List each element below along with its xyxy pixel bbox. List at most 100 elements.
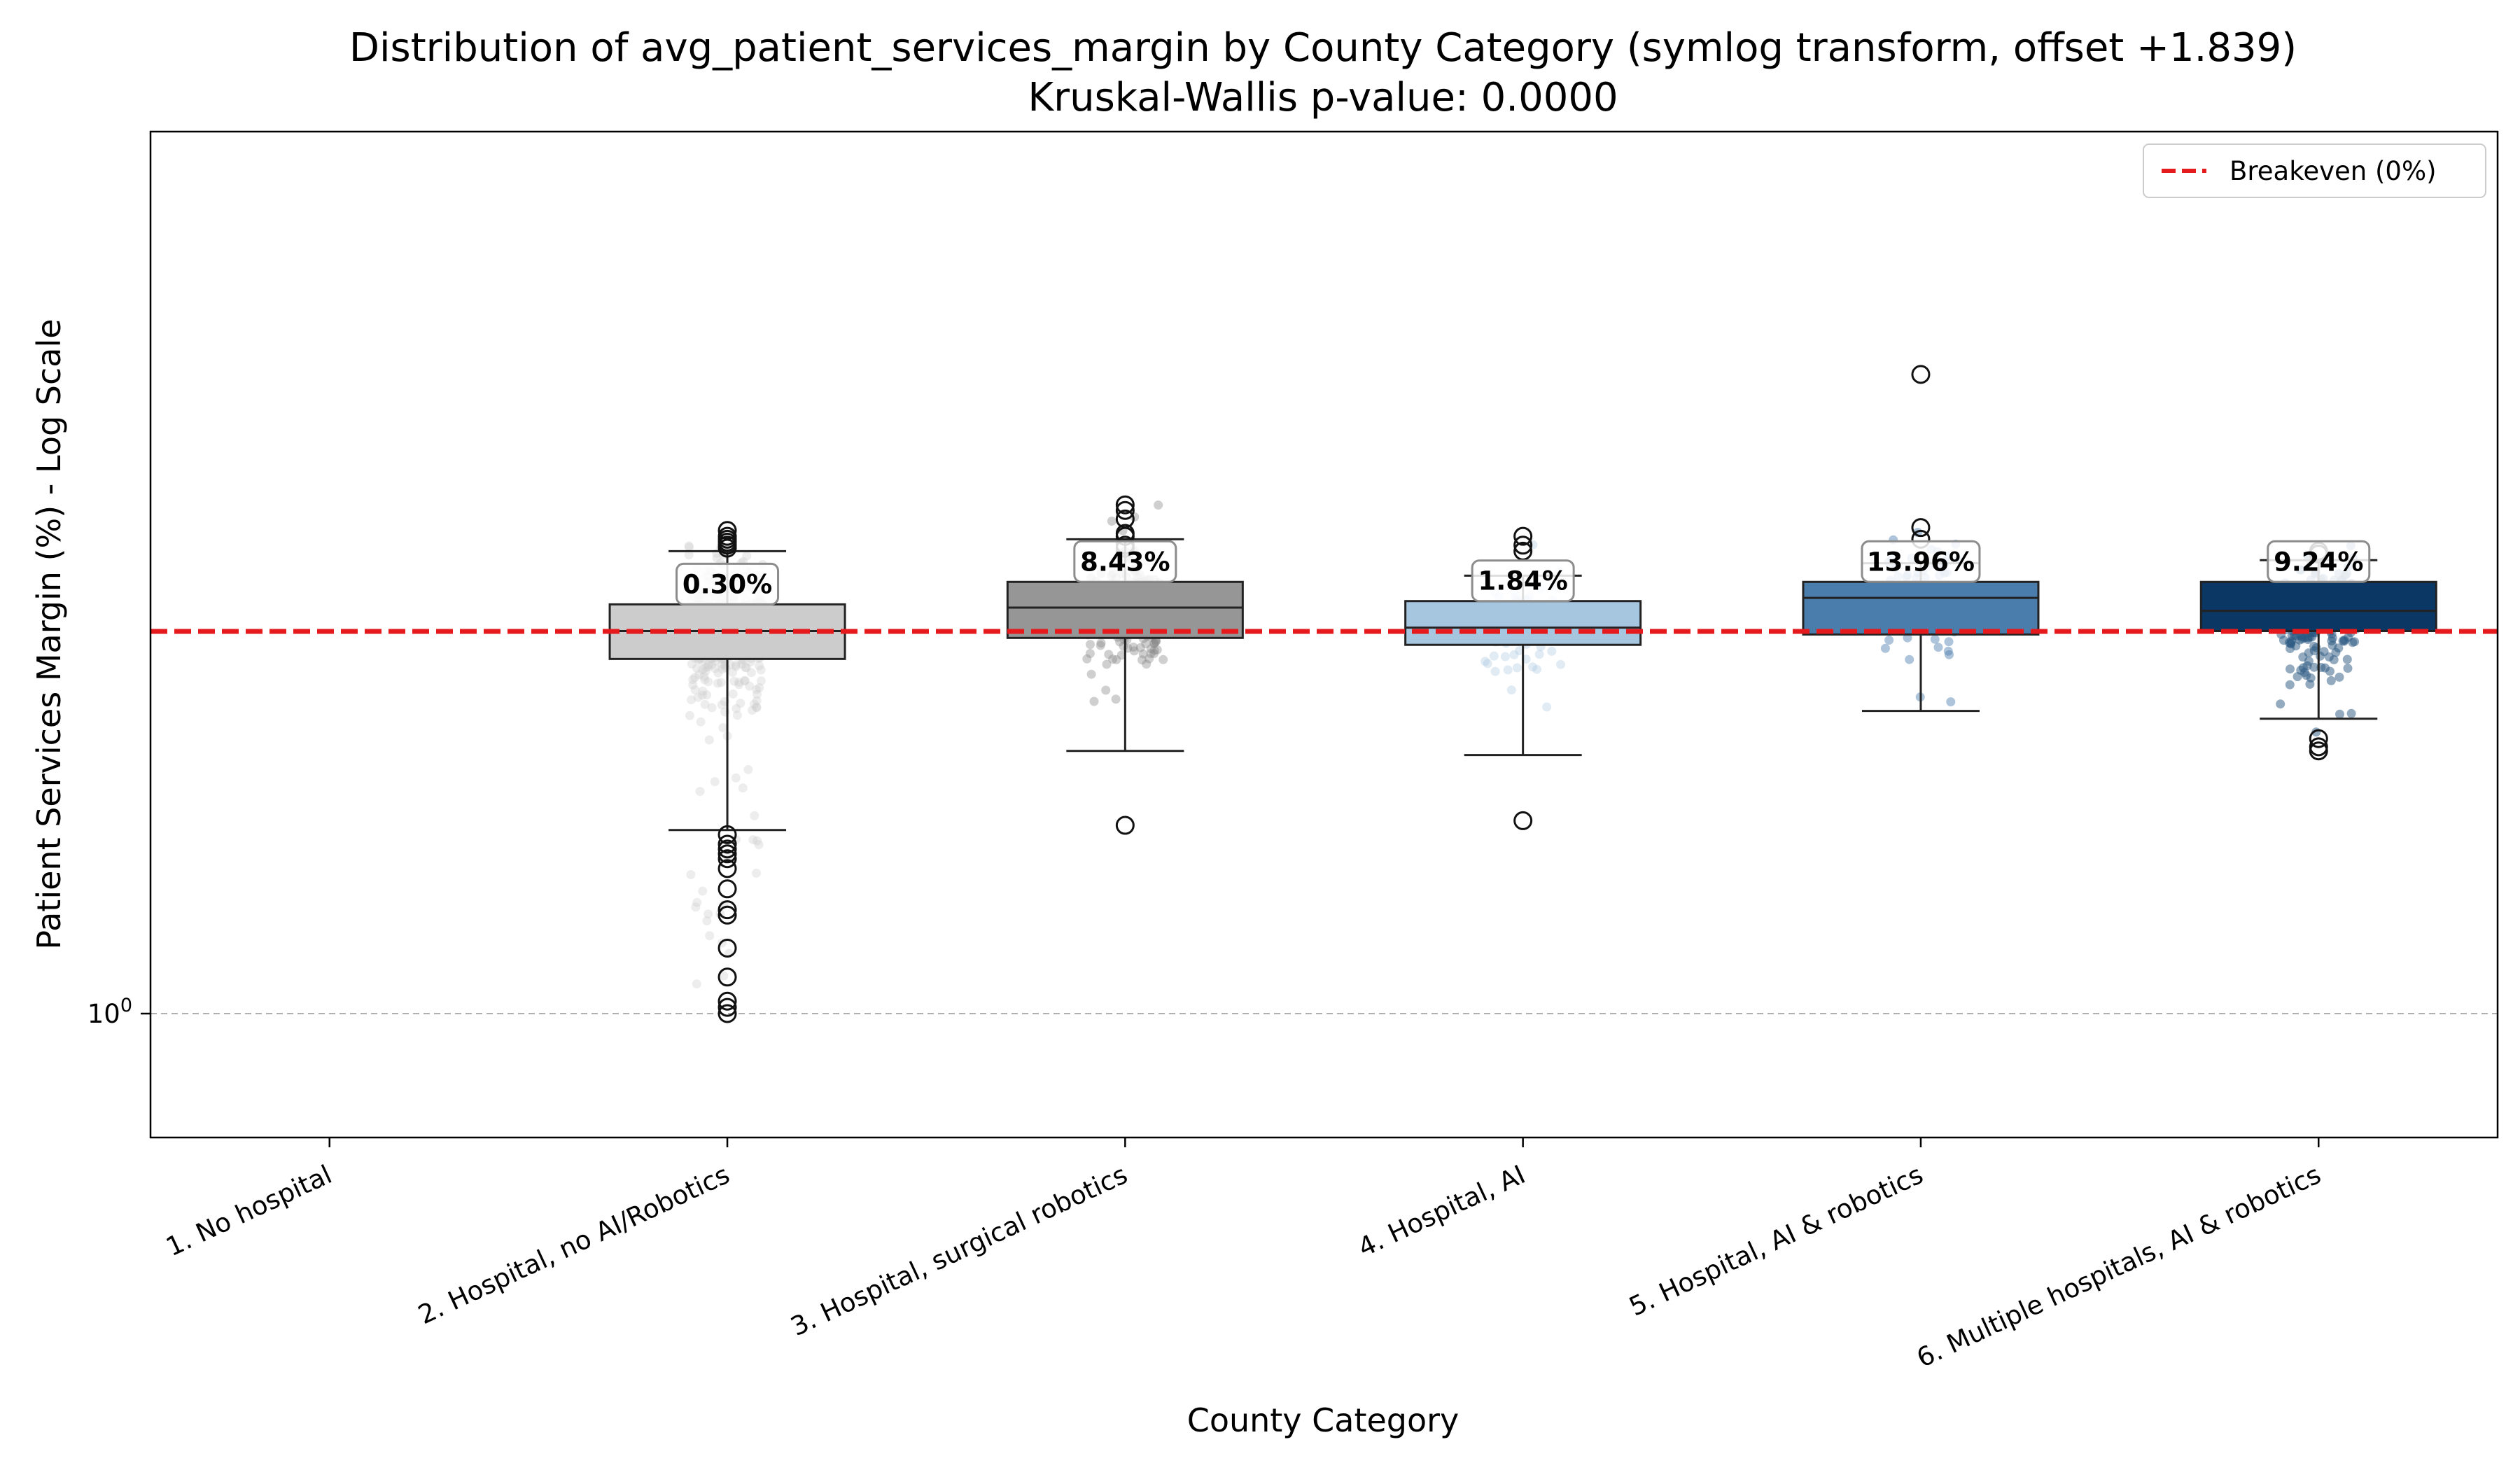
legend-breakeven-label: Breakeven (0%) bbox=[2230, 156, 2437, 186]
data-point bbox=[2307, 632, 2317, 642]
outlier-point bbox=[718, 997, 737, 1017]
data-point bbox=[701, 666, 710, 676]
data-point bbox=[2346, 708, 2356, 718]
data-point bbox=[740, 676, 750, 685]
box-iqr bbox=[2199, 580, 2437, 633]
data-point bbox=[685, 710, 694, 720]
y-tick-label: 100 bbox=[88, 995, 132, 1029]
box-group: 9.24% bbox=[2199, 540, 2437, 761]
data-point bbox=[756, 665, 766, 675]
data-point bbox=[731, 662, 741, 671]
box-iqr bbox=[1802, 580, 2040, 636]
box-group: 8.43% bbox=[1006, 495, 1244, 835]
data-point bbox=[1112, 654, 1121, 664]
data-point bbox=[2292, 672, 2302, 682]
data-point bbox=[687, 695, 696, 705]
data-point bbox=[713, 668, 723, 678]
data-point bbox=[692, 979, 701, 989]
data-point bbox=[702, 690, 712, 700]
outlier-point bbox=[718, 859, 737, 878]
median-label: 9.24% bbox=[2274, 547, 2363, 577]
data-point bbox=[1930, 634, 1940, 644]
data-point bbox=[705, 931, 715, 941]
data-point bbox=[743, 764, 753, 774]
data-point bbox=[1903, 633, 1912, 643]
data-point bbox=[734, 680, 744, 690]
data-point bbox=[750, 699, 760, 709]
data-point bbox=[736, 699, 746, 708]
outlier-point bbox=[718, 938, 737, 958]
legend-box bbox=[2143, 144, 2486, 198]
data-point bbox=[1880, 643, 1890, 653]
data-point bbox=[2309, 662, 2319, 672]
median-label-box bbox=[1073, 540, 1177, 583]
data-point bbox=[750, 811, 760, 820]
data-point bbox=[688, 680, 698, 690]
data-point bbox=[728, 689, 738, 699]
data-point bbox=[752, 690, 762, 699]
data-point bbox=[1503, 665, 1513, 675]
data-point bbox=[2302, 661, 2312, 671]
data-point bbox=[692, 897, 702, 907]
data-point bbox=[1528, 662, 1537, 672]
outlier-point bbox=[718, 1004, 737, 1023]
y-axis-ticks: 100 bbox=[88, 995, 150, 1029]
data-point bbox=[1509, 650, 1519, 659]
data-point bbox=[688, 675, 698, 685]
data-point bbox=[1149, 638, 1159, 648]
data-point bbox=[710, 777, 720, 787]
data-point bbox=[738, 783, 748, 793]
data-point bbox=[1944, 637, 1954, 647]
box-group: 13.96% bbox=[1802, 365, 2040, 713]
data-point bbox=[755, 661, 764, 671]
data-point bbox=[728, 667, 737, 677]
legend: Breakeven (0%) bbox=[2143, 144, 2486, 198]
data-point bbox=[707, 703, 717, 713]
data-point bbox=[2286, 664, 2295, 674]
data-point bbox=[1489, 651, 1499, 661]
data-point bbox=[719, 971, 729, 981]
outlier-point bbox=[718, 538, 737, 558]
data-point bbox=[2302, 671, 2311, 680]
outlier-point bbox=[718, 967, 737, 987]
x-axis-label: County Category bbox=[1187, 1401, 1460, 1439]
data-point bbox=[1149, 645, 1159, 655]
median-label-box bbox=[1471, 559, 1575, 603]
data-point bbox=[695, 787, 705, 797]
data-point bbox=[752, 868, 761, 878]
median-label: 8.43% bbox=[1080, 547, 1170, 577]
data-point bbox=[1946, 697, 1956, 707]
data-point bbox=[704, 659, 713, 669]
data-point bbox=[2327, 636, 2337, 645]
outlier-point bbox=[718, 879, 737, 899]
data-point bbox=[1102, 659, 1112, 669]
data-point bbox=[2278, 636, 2288, 645]
data-point bbox=[690, 685, 700, 695]
data-point bbox=[1152, 645, 1162, 654]
plot-area: 0.30% 8.43% 1.84% 13.96% 9.24% bbox=[150, 365, 2498, 1023]
median-label-box bbox=[676, 562, 780, 606]
data-point bbox=[742, 551, 752, 561]
data-point bbox=[2325, 666, 2334, 676]
data-point bbox=[1115, 637, 1124, 647]
data-point bbox=[700, 699, 710, 709]
data-point bbox=[2298, 652, 2308, 662]
data-point bbox=[1532, 664, 1541, 674]
data-point bbox=[1490, 666, 1500, 676]
data-point bbox=[718, 664, 727, 674]
data-point bbox=[704, 735, 714, 745]
outlier-point bbox=[1115, 500, 1135, 520]
data-point bbox=[1138, 655, 1147, 665]
chart-subtitle: Kruskal-Wallis p-value: 0.0000 bbox=[1028, 75, 1618, 120]
data-point bbox=[1154, 500, 1163, 510]
data-point bbox=[754, 840, 764, 850]
data-point bbox=[731, 660, 741, 670]
median-label: 1.84% bbox=[1478, 566, 1567, 596]
data-point bbox=[1086, 669, 1096, 679]
data-point bbox=[698, 886, 708, 896]
chart-title: Distribution of avg_patient_services_mar… bbox=[349, 25, 2297, 71]
data-point bbox=[704, 677, 713, 687]
data-point bbox=[1142, 659, 1152, 669]
data-point bbox=[746, 668, 756, 678]
